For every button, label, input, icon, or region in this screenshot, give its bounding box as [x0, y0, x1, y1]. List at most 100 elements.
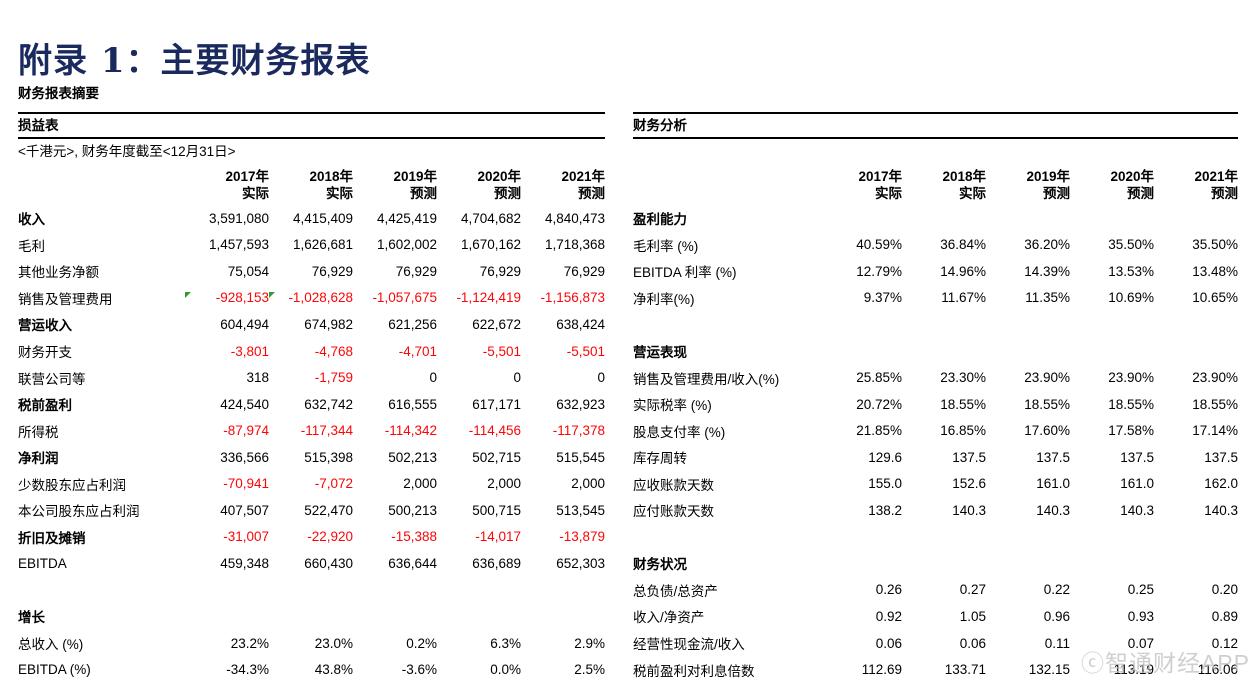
blank-row [633, 524, 1238, 551]
table-row: 折旧及摊销 -31,007 -22,920 -15,388 -14,017 -13,879 [18, 524, 605, 551]
table-cell: -15,388 [391, 529, 437, 545]
table-row: 总负债/总资产 0.26 0.27 0.22 0.25 0.20 [633, 577, 1238, 604]
table-row: 营运收入 604,494 674,982 621,256 622,672 638,424 [18, 311, 605, 338]
table-cell: 522,470 [304, 502, 353, 518]
table-cell: -70,941 [223, 476, 269, 492]
table-cell: 76,929 [395, 263, 437, 279]
row-label: 税前盈利 [18, 398, 72, 414]
column-header: 2019年 预测 [393, 169, 437, 201]
table-body: 盈利能力 毛利率 (%) 40.59% 36.84% 36.20% 35.50% 35.50… [633, 205, 1238, 683]
table-cell: 10.65% [1192, 290, 1238, 306]
table-cell: 137.5 [1036, 449, 1070, 465]
table-row: 销售及管理费用 -928,153 -1,028,628 -1,057,675 -1,12… [18, 285, 605, 312]
row-label: EBITDA [18, 555, 67, 571]
column-header-row: 2017年 实际 2018年 实际 2019年 预测 2020年 预测 2021年 预测 [18, 165, 605, 205]
table-cell: 407,507 [220, 502, 269, 518]
column-header: 2017年 实际 [225, 169, 269, 201]
table-cell: 0.92 [875, 608, 902, 624]
table-row: 其他业务净额 75,054 76,929 76,929 76,929 76,929 [18, 258, 605, 285]
row-label: 应付账款天数 [633, 504, 714, 520]
table-cell: 1.05 [959, 608, 986, 624]
table-cell: 75,054 [227, 263, 269, 279]
table-row: 应付账款天数 138.2 140.3 140.3 140.3 140.3 [633, 497, 1238, 524]
table-cell: 2,000 [571, 476, 605, 492]
table-cell: 0.11 [1044, 635, 1070, 651]
table-row: 税前盈利对利息倍数 112.69 133.71 132.15 113.19 116.06 [633, 656, 1238, 683]
row-label: 销售及管理费用/收入(%) [633, 371, 780, 387]
table-cell: 1,457,593 [208, 237, 269, 253]
table-cell: 0.25 [1127, 582, 1154, 598]
table-cell: -4,701 [398, 343, 437, 359]
table-cell: 622,672 [472, 316, 521, 332]
table-cell: 12.79% [856, 263, 902, 279]
cell-flag-icon [185, 292, 191, 299]
table-row: 应收账款天数 155.0 152.6 161.0 161.0 162.0 [633, 470, 1238, 497]
table-cell: 162.0 [1204, 476, 1238, 492]
table-cell: 40.59% [856, 237, 902, 253]
table-row: 库存周转 129.6 137.5 137.5 137.5 137.5 [633, 444, 1238, 471]
row-label: 少数股东应占利润 [18, 477, 126, 493]
row-label: 毛利 [18, 238, 45, 254]
column-header: 2020年 预测 [477, 169, 521, 201]
table-cell: 2.5% [574, 662, 605, 678]
table-row: 总收入 (%) 23.2% 23.0% 0.2% 6.3% 2.9% [18, 630, 605, 657]
table-cell: 76,929 [563, 263, 605, 279]
table-cell: 0 [597, 370, 605, 386]
table-cell: 513,545 [556, 502, 605, 518]
table-cell: 11.67% [941, 290, 986, 306]
table-row: 收入 3,591,080 4,415,409 4,425,419 4,704,682 4,… [18, 205, 605, 232]
table-cell: 1,602,002 [376, 237, 437, 253]
table-cell: -87,974 [223, 423, 269, 439]
row-label: 其他业务净额 [18, 265, 99, 281]
table-cell: 336,566 [220, 449, 269, 465]
table-cell: -22,920 [307, 529, 353, 545]
row-label: 折旧及摊销 [18, 530, 86, 546]
table-cell: 4,704,682 [460, 210, 521, 226]
table-cell: 140.3 [1204, 502, 1238, 518]
row-label: 增长 [18, 610, 45, 626]
table-cell: 36.84% [940, 237, 986, 253]
table-cell: 502,213 [388, 449, 437, 465]
table-cell: -1,124,419 [456, 290, 521, 306]
table-row: EBITDA (%) -34.3% 43.8% -3.6% 0.0% 2.5% [18, 656, 605, 683]
column-header: 2017年 实际 [858, 169, 902, 201]
table-cell: 35.50% [1192, 237, 1238, 253]
row-label: 盈利能力 [633, 212, 687, 228]
table-cell: 424,540 [220, 396, 269, 412]
table-cell: 23.90% [1192, 370, 1238, 386]
table-cell: 318 [246, 370, 269, 386]
table-cell: 137.5 [1120, 449, 1154, 465]
row-label: 收入 [18, 212, 45, 228]
table-cell: 161.0 [1036, 476, 1070, 492]
table-cell: 0.89 [1211, 608, 1238, 624]
table-cell: -114,342 [384, 423, 437, 439]
note-spacer [633, 139, 1238, 165]
table-cell: 140.3 [1036, 502, 1070, 518]
row-label: 应收账款天数 [633, 477, 714, 493]
table-cell: 636,644 [388, 555, 437, 571]
table-row: 收入/净资产 0.92 1.05 0.96 0.93 0.89 [633, 603, 1238, 630]
table-cell: -5,501 [482, 343, 521, 359]
table-cell: -13,879 [559, 529, 605, 545]
table-row: 毛利 1,457,593 1,626,681 1,602,002 1,670,162 1,… [18, 232, 605, 259]
column-header-row: 2017年 实际 2018年 实际 2019年 预测 2020年 预测 2021年 预测 [633, 165, 1238, 205]
section-header-row: 增长 [18, 603, 605, 630]
table-cell: 9.37% [863, 290, 902, 306]
income-statement-table: 损益表 <千港元>, 财务年度截至<12月31日> 2017年 实际 2018年 实际… [18, 112, 605, 683]
table-cell: 0 [429, 370, 437, 386]
table-cell: -117,344 [300, 423, 353, 439]
report-summary-heading: 财务报表摘要 [18, 86, 99, 101]
watermark: ⓒ智通财经APP [1080, 650, 1250, 676]
table-cell: 14.96% [940, 263, 986, 279]
table-cell: 4,425,419 [376, 210, 437, 226]
table-cell: 617,171 [472, 396, 521, 412]
blank-row [633, 311, 1238, 338]
row-label: 净利润 [18, 451, 59, 467]
table-cell: 113.19 [1113, 662, 1154, 678]
table-row: 少数股东应占利润 -70,941 -7,072 2,000 2,000 2,000 [18, 470, 605, 497]
table-cell: 0.96 [1043, 608, 1070, 624]
table-row: 净利率(%) 9.37% 11.67% 11.35% 10.69% 10.65% [633, 285, 1238, 312]
row-label: 营运表现 [633, 345, 687, 360]
table-cell: 4,415,409 [292, 210, 353, 226]
row-label: 净利率(%) [633, 291, 695, 307]
